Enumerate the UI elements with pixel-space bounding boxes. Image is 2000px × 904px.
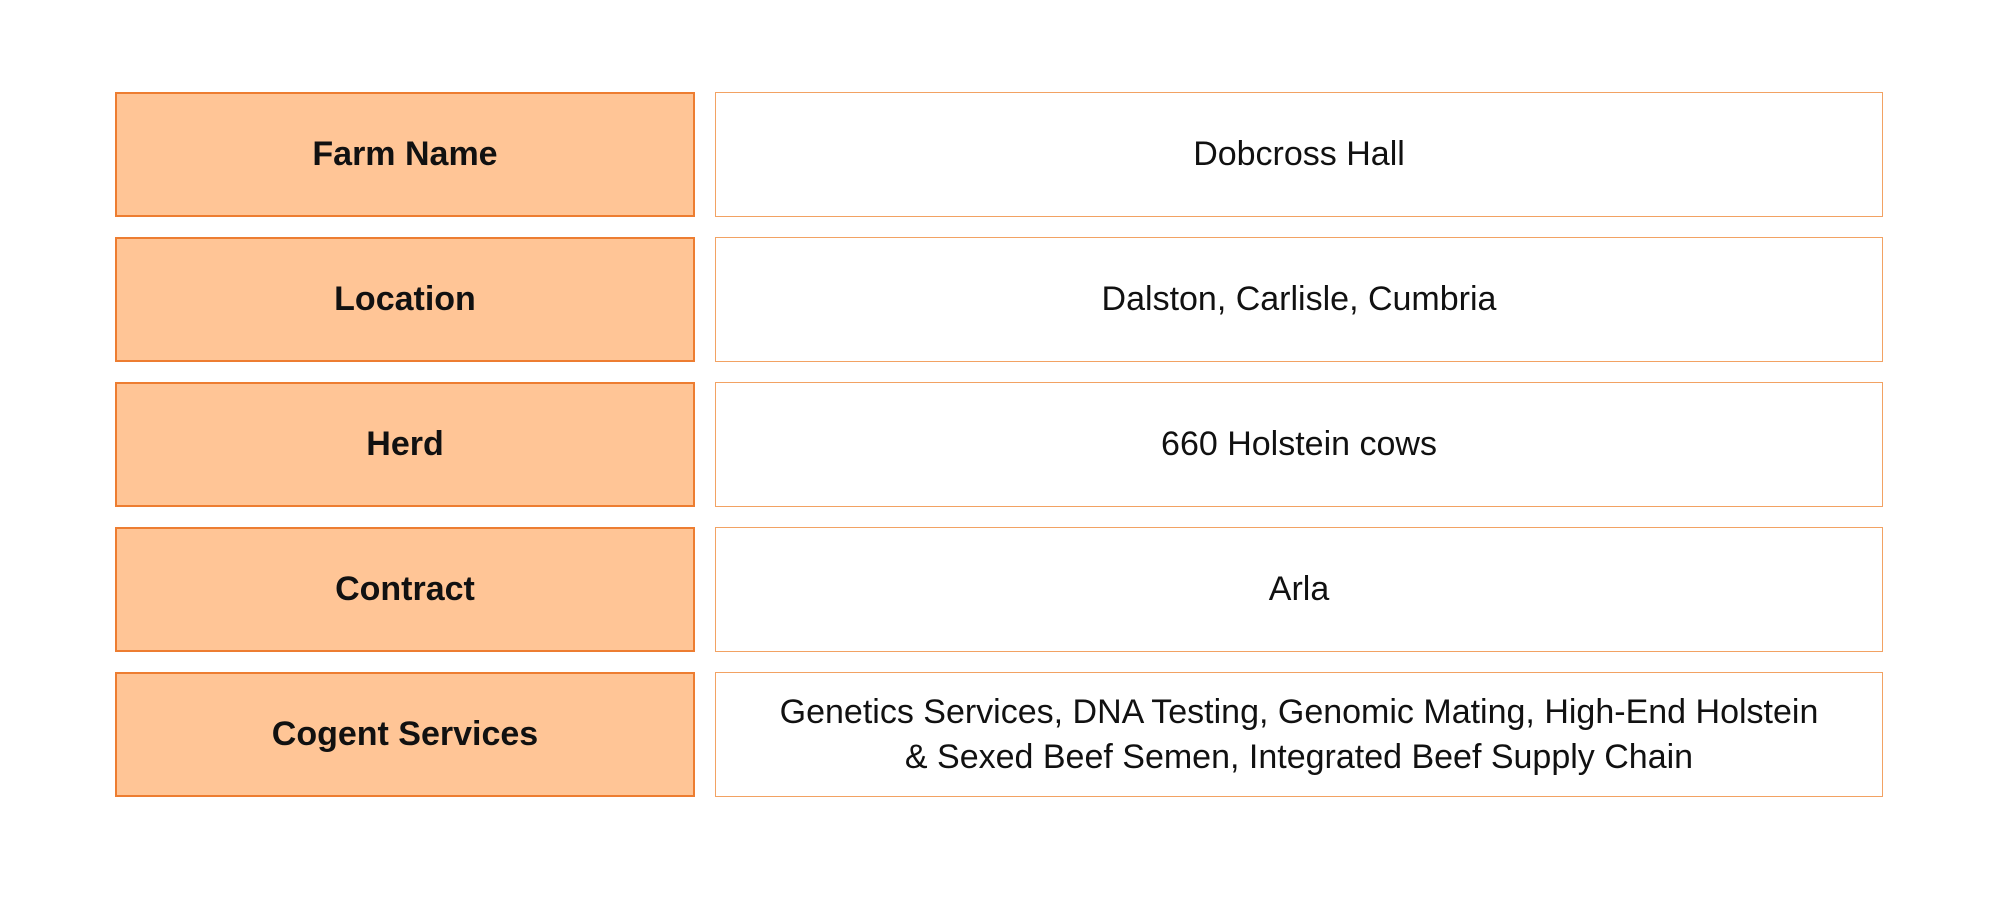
table-row-cogent-services: Cogent Services Genetics Services, DNA T… (115, 672, 2000, 797)
table-row-contract: Contract Arla (115, 527, 2000, 652)
row-value-herd: 660 Holstein cows (715, 382, 1883, 507)
row-label-cogent-services: Cogent Services (115, 672, 695, 797)
table-row-location: Location Dalston, Carlisle, Cumbria (115, 237, 2000, 362)
row-value-location: Dalston, Carlisle, Cumbria (715, 237, 1883, 362)
table-row-farm-name: Farm Name Dobcross Hall (115, 92, 2000, 217)
table-row-herd: Herd 660 Holstein cows (115, 382, 2000, 507)
row-label-herd: Herd (115, 382, 695, 507)
row-value-contract: Arla (715, 527, 1883, 652)
row-label-contract: Contract (115, 527, 695, 652)
row-label-farm-name: Farm Name (115, 92, 695, 217)
row-label-location: Location (115, 237, 695, 362)
row-value-cogent-services: Genetics Services, DNA Testing, Genomic … (715, 672, 1883, 797)
row-value-farm-name: Dobcross Hall (715, 92, 1883, 217)
